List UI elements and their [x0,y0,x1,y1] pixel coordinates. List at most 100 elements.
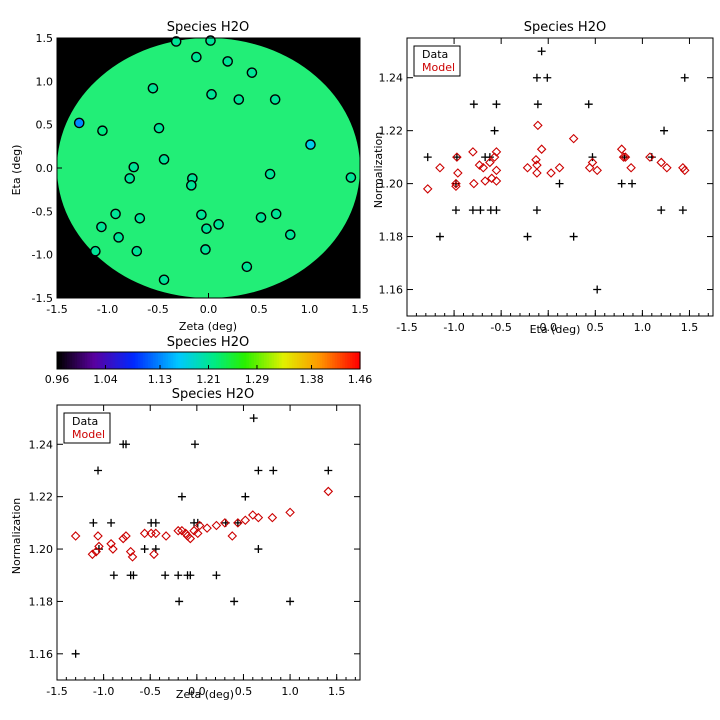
eta-data-point-31 [678,206,687,215]
colorbar-segment [211,352,215,369]
zeta-xtick-label: -1.5 [46,685,67,698]
colorbar-segment [231,352,235,369]
colorbar-segment [150,352,154,369]
eta-plot-area: -1.5 -1.0 -0.5 0.0 0.5 1.0 1.5 1.16 1.18 1.20 1.22… [379,37,714,334]
zeta-panel: Species H2O -1.5 -1.0 -0.5 0.0 0.5 1.0 1.5 1.16… [10,387,361,701]
colorbar-segment [352,352,356,369]
eta-ytick-label: 1.24 [379,72,404,85]
colorbar-title: Species H2O [167,335,249,350]
colorbar: 0.96 1.04 1.13 1.21 1.29 1.38 1.46 [45,351,373,386]
zeta-data-point-12 [151,518,160,527]
eta-model-point-6 [468,147,478,157]
eta-data-point-13 [492,206,501,215]
colorbar-segment [198,352,202,369]
zeta-data-point-5 [109,571,118,580]
colorbar-segment [168,352,172,369]
zeta-xtick-label: 1.0 [281,685,299,698]
map-point-11 [153,122,165,134]
colorbar-segment [332,352,336,369]
eta-ytick-label: 1.20 [379,178,404,191]
map-point-30 [131,245,143,257]
eta-model-point-8 [474,160,485,170]
map-point-4 [246,67,258,78]
eta-model-point-5 [451,181,461,192]
zeta-xlabel: Zeta (deg) [176,688,234,701]
eta-data-point-17 [537,47,546,56]
map-xtick-label: -0.5 [147,303,168,316]
eta-model-point-3 [453,168,463,178]
eta-data-point-4 [451,179,460,188]
colorbar-segment [195,352,199,369]
zeta-data-point-7 [121,440,130,449]
zeta-model-point-8 [121,531,131,541]
zeta-data-point-19 [186,571,195,580]
map-point-15 [124,173,136,184]
eta-xtick-label: -1.0 [443,321,464,334]
map-panel: Species H2O -1.5 -1.0 -0.5 0.0 0.5 1.0 1.5-1.5… [10,20,369,333]
map-point-6 [206,89,217,100]
colorbar-segment [137,352,141,369]
zeta-data-point-3 [94,545,103,554]
map-point-12 [305,139,316,150]
colorbar-tick-label: 1.38 [299,373,324,386]
zeta-model-point-22 [193,528,203,539]
map-ytick-label: 0.0 [36,162,54,175]
colorbar-segment [92,352,96,369]
colorbar-segment [261,352,265,369]
colorbar-segment [120,352,124,369]
colorbar-segment [155,352,159,369]
colorbar-segment [59,352,63,369]
map-xtick-label: -1.5 [46,303,67,316]
eta-legend-model: Model [422,61,455,74]
zeta-model-point-9 [125,546,136,557]
map-point-18 [264,168,276,180]
eta-model-point-12 [486,173,497,184]
zeta-model-point-32 [267,512,278,523]
colorbar-panel: Species H2O 0.96 1.04 1.13 1.21 1.29 1.38 1.46 [45,335,373,386]
eta-xtick-label: 0.5 [587,321,605,334]
eta-data-point-22 [584,100,593,109]
colorbar-segment [122,352,126,369]
zeta-data-point-0 [71,649,80,658]
colorbar-segment [243,352,247,369]
zeta-legend-box [63,412,111,444]
map-point-24 [270,208,282,220]
colorbar-segment [291,352,295,369]
colorbar-segment [236,352,240,369]
zeta-model-point-27 [227,531,238,541]
colorbar-segment [226,352,230,369]
colorbar-segment [228,352,232,369]
map-point-21 [134,212,146,224]
eta-model-point-33 [645,152,655,162]
colorbar-segment [354,352,359,369]
eta-data-point-32 [680,73,689,82]
zeta-ytick-label: 1.18 [29,595,54,608]
colorbar-segment [180,352,184,369]
eta-data-point-19 [543,73,552,82]
zeta-title: Species H2O [172,387,254,402]
colorbar-segment [233,352,237,369]
colorbar-segment [208,352,212,369]
colorbar-segment [140,352,144,369]
zeta-ytick-label: 1.24 [29,438,54,451]
colorbar-segment [342,352,346,369]
colorbar-segment [142,352,146,369]
colorbar-segment [57,352,61,369]
colorbar-segment [64,352,68,369]
colorbar-tick-label: 1.46 [348,373,373,386]
eta-model-point-27 [587,157,598,168]
eta-legend-box [413,45,461,77]
zeta-model-point-30 [248,510,258,520]
map-point-2 [191,51,202,63]
eta-model-point-31 [620,152,631,162]
colorbar-segment [309,352,313,369]
zeta-model-point-23 [194,520,205,531]
eta-model-point-7 [469,178,479,189]
zeta-data-point-21 [190,440,199,449]
colorbar-segment [248,352,253,369]
colorbar-segment [110,352,114,369]
eta-legend-data: Data [422,48,448,61]
zeta-data-point-4 [107,518,116,527]
colorbar-segment [89,352,93,369]
eta-data-point-23 [588,153,597,162]
